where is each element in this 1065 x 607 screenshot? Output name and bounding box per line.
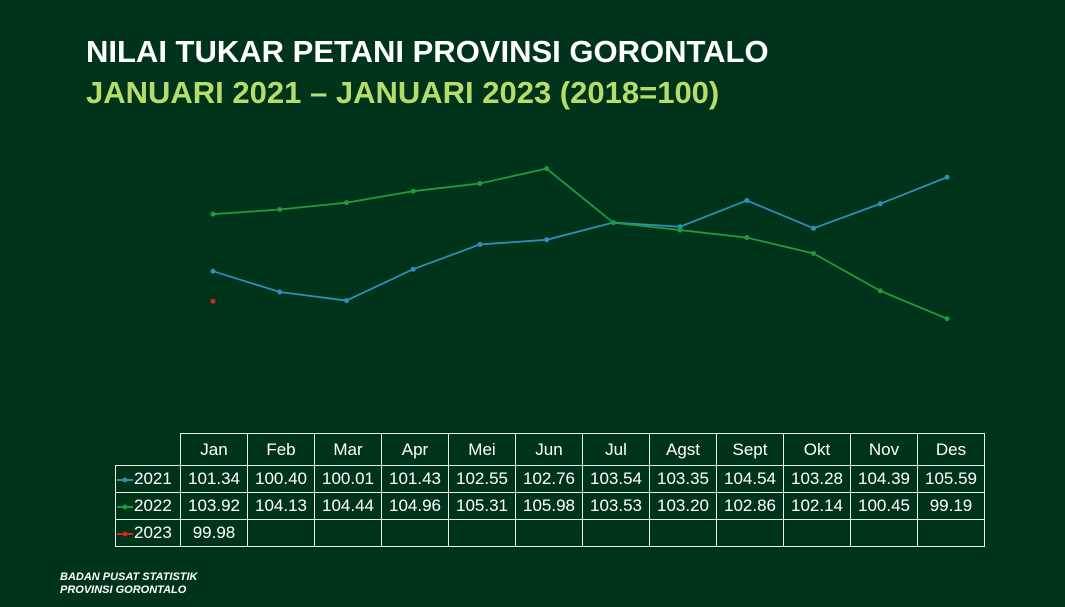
value-cell: 103.54 (582, 465, 650, 493)
point (210, 298, 216, 304)
value-cell: 103.35 (649, 465, 717, 493)
value-cell (716, 519, 784, 547)
data-table: Jan Feb Mar Apr Mei Jun Jul Agst Sept Okt Nov Des 20… (115, 433, 985, 547)
legend-marker (122, 504, 128, 510)
value-cell: 104.39 (850, 465, 918, 493)
series-row: 2022 103.92 104.13 104.44 104.96 105.31 105.98… (115, 492, 985, 520)
point (877, 201, 883, 207)
value-cell (314, 519, 382, 547)
category: Feb (247, 433, 315, 466)
value-cell (582, 519, 650, 547)
value-cell (850, 519, 918, 547)
point (277, 289, 283, 295)
category: Nov (850, 433, 918, 466)
point (877, 288, 883, 294)
value-cell (247, 519, 315, 547)
point (410, 266, 416, 272)
category: Okt (783, 433, 851, 466)
value-cell: 104.13 (247, 492, 315, 520)
value-cell: 103.20 (649, 492, 717, 520)
category: Mei (448, 433, 516, 466)
category: Jul (582, 433, 650, 466)
legend-swatch (117, 504, 133, 510)
value-cell: 102.55 (448, 465, 516, 493)
value-cell: 104.44 (314, 492, 382, 520)
legend-swatch (117, 477, 133, 483)
point (944, 174, 950, 180)
point (477, 180, 483, 186)
legend-marker (122, 477, 128, 483)
series-row: 2023 99.98 (115, 519, 985, 547)
title: NILAI TUKAR PETANI PROVINSI GORONTALO (86, 34, 769, 69)
value-cell: 102.76 (515, 465, 583, 493)
category: Sept (716, 433, 784, 466)
category: Apr (381, 433, 449, 466)
value-cell: 103.28 (783, 465, 851, 493)
value-cell: 99.98 (180, 519, 248, 547)
point (744, 197, 750, 203)
point (744, 235, 750, 241)
category: Agst (649, 433, 717, 466)
value-cell: 100.40 (247, 465, 315, 493)
legend-cell: 2023 (115, 519, 181, 547)
value-cell (381, 519, 449, 547)
value-cell: 99.19 (917, 492, 985, 520)
point (944, 316, 950, 322)
point (677, 227, 683, 233)
value-cell: 103.92 (180, 492, 248, 520)
legend-swatch (117, 531, 133, 537)
value-cell: 105.98 (515, 492, 583, 520)
legend-cell: 2022 (115, 492, 181, 520)
value-cell: 100.45 (850, 492, 918, 520)
series-row: 2021 101.34 100.40 100.01 101.43 102.55 102.76… (115, 465, 985, 493)
value-cell: 104.54 (716, 465, 784, 493)
value-cell: 101.34 (180, 465, 248, 493)
point (811, 251, 817, 257)
legend-label: 2021 (134, 469, 172, 488)
point (277, 207, 283, 213)
value-cell: 104.96 (381, 492, 449, 520)
series-line (212, 176, 948, 302)
category: Des (917, 433, 985, 466)
header-row: Jan Feb Mar Apr Mei Jun Jul Agst Sept Okt Nov Des (115, 433, 985, 466)
legend-label: 2022 (134, 496, 172, 515)
category: Jan (180, 433, 248, 466)
legend-marker (122, 531, 128, 537)
point (210, 211, 216, 217)
category: Jun (515, 433, 583, 466)
value-cell (649, 519, 717, 547)
corner (115, 433, 181, 466)
value-cell (783, 519, 851, 547)
value-cell (515, 519, 583, 547)
subtitle: JANUARI 2021 – JANUARI 2023 (2018=100) (86, 75, 720, 110)
series-line (212, 167, 948, 320)
value-cell: 100.01 (314, 465, 382, 493)
value-cell: 103.53 (582, 492, 650, 520)
point (477, 241, 483, 247)
point (544, 166, 550, 172)
value-cell: 102.86 (716, 492, 784, 520)
org-region: PROVINSI GORONTALO (60, 584, 187, 596)
point (811, 225, 817, 231)
value-cell (917, 519, 985, 547)
point (343, 200, 349, 206)
point (610, 220, 616, 226)
value-cell: 101.43 (381, 465, 449, 493)
value-cell: 105.59 (917, 465, 985, 493)
point (410, 188, 416, 194)
point (210, 268, 216, 274)
point (343, 298, 349, 304)
legend-cell: 2021 (115, 465, 181, 493)
legend-label: 2023 (134, 523, 172, 542)
value-cell: 105.31 (448, 492, 516, 520)
org-name: BADAN PUSAT STATISTIK (60, 571, 198, 583)
point (544, 237, 550, 243)
value-cell (448, 519, 516, 547)
category: Mar (314, 433, 382, 466)
value-cell: 102.14 (783, 492, 851, 520)
